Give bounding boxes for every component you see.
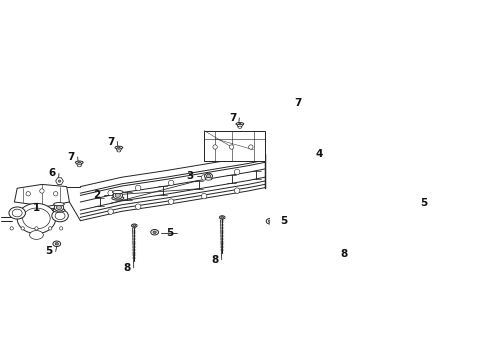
Ellipse shape	[9, 207, 25, 219]
Circle shape	[135, 185, 141, 191]
Ellipse shape	[329, 143, 344, 149]
Text: 2: 2	[93, 190, 101, 201]
Ellipse shape	[12, 209, 22, 217]
Ellipse shape	[238, 123, 241, 125]
Text: 8: 8	[340, 249, 347, 259]
Circle shape	[108, 190, 113, 196]
Ellipse shape	[78, 162, 80, 163]
Text: 8: 8	[123, 263, 130, 273]
Ellipse shape	[77, 165, 81, 167]
Ellipse shape	[75, 161, 83, 164]
Circle shape	[234, 169, 239, 175]
Ellipse shape	[326, 141, 346, 151]
Ellipse shape	[333, 144, 340, 148]
Ellipse shape	[204, 178, 211, 180]
Text: 5: 5	[45, 247, 53, 256]
Text: 7: 7	[293, 98, 301, 108]
Ellipse shape	[219, 216, 224, 219]
Ellipse shape	[221, 217, 223, 218]
Ellipse shape	[53, 241, 61, 247]
Text: 5: 5	[420, 198, 427, 208]
Ellipse shape	[131, 224, 137, 227]
Ellipse shape	[153, 231, 156, 234]
Ellipse shape	[265, 219, 273, 224]
Ellipse shape	[268, 220, 271, 222]
Ellipse shape	[77, 163, 81, 166]
Text: 7: 7	[107, 136, 114, 147]
Ellipse shape	[53, 208, 65, 212]
Text: 1: 1	[33, 203, 40, 213]
Polygon shape	[203, 131, 264, 161]
Circle shape	[35, 227, 38, 230]
Ellipse shape	[302, 108, 309, 111]
Ellipse shape	[29, 230, 43, 239]
Ellipse shape	[115, 146, 122, 149]
Polygon shape	[56, 178, 63, 184]
Ellipse shape	[406, 201, 413, 206]
Circle shape	[21, 227, 24, 230]
Ellipse shape	[54, 204, 63, 211]
Ellipse shape	[117, 150, 121, 152]
Polygon shape	[15, 184, 69, 206]
Circle shape	[53, 192, 58, 196]
Ellipse shape	[55, 243, 58, 245]
Ellipse shape	[303, 110, 307, 113]
Ellipse shape	[204, 173, 212, 179]
Ellipse shape	[54, 203, 64, 206]
Circle shape	[201, 193, 206, 199]
Ellipse shape	[55, 212, 65, 220]
Text: 8: 8	[211, 255, 218, 265]
Ellipse shape	[58, 180, 61, 182]
Text: 7: 7	[67, 152, 75, 162]
Circle shape	[10, 227, 13, 230]
Text: 3: 3	[186, 171, 194, 181]
Ellipse shape	[348, 208, 353, 212]
Ellipse shape	[238, 126, 241, 128]
Text: 5: 5	[280, 216, 287, 226]
Ellipse shape	[22, 208, 50, 229]
Ellipse shape	[17, 203, 56, 234]
Circle shape	[168, 199, 174, 204]
Text: 6: 6	[49, 168, 56, 179]
Ellipse shape	[133, 225, 135, 226]
Ellipse shape	[206, 174, 210, 178]
Circle shape	[212, 145, 217, 149]
Ellipse shape	[112, 196, 123, 200]
Ellipse shape	[52, 210, 68, 222]
Circle shape	[48, 227, 52, 230]
Text: 7: 7	[228, 113, 236, 123]
Circle shape	[135, 204, 141, 210]
Ellipse shape	[112, 190, 123, 194]
Circle shape	[26, 192, 30, 196]
Ellipse shape	[56, 206, 61, 210]
Ellipse shape	[150, 229, 158, 235]
Ellipse shape	[349, 210, 352, 211]
Circle shape	[248, 145, 252, 149]
Circle shape	[201, 175, 206, 180]
Ellipse shape	[115, 193, 120, 197]
Text: 5: 5	[166, 228, 173, 238]
Circle shape	[108, 209, 113, 214]
Circle shape	[234, 188, 239, 193]
Ellipse shape	[236, 122, 243, 125]
Circle shape	[60, 227, 62, 230]
Ellipse shape	[113, 192, 122, 199]
Ellipse shape	[303, 112, 307, 114]
Ellipse shape	[237, 124, 242, 127]
Ellipse shape	[116, 148, 121, 150]
Circle shape	[229, 145, 233, 149]
Ellipse shape	[344, 145, 346, 147]
Ellipse shape	[304, 109, 306, 110]
Ellipse shape	[408, 202, 411, 204]
Ellipse shape	[118, 147, 120, 148]
Ellipse shape	[326, 145, 329, 147]
Circle shape	[40, 189, 44, 193]
Text: 4: 4	[315, 149, 323, 159]
Circle shape	[168, 180, 174, 186]
